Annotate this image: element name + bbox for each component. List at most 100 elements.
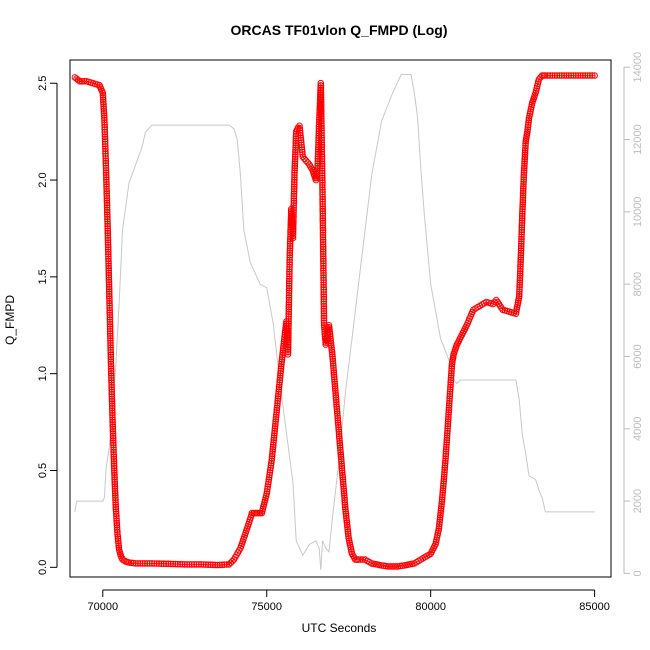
q-fmpd-point [320, 293, 328, 301]
q-fmpd-point [179, 561, 186, 568]
q-fmpd-point [109, 432, 117, 440]
q-fmpd-point [106, 314, 114, 321]
q-fmpd-point [319, 236, 327, 243]
q-fmpd-point [319, 243, 327, 251]
y2-tick-label: 0 [632, 570, 644, 576]
q-fmpd-point [344, 528, 352, 535]
q-fmpd-point [328, 348, 336, 356]
q-fmpd-point [572, 72, 580, 79]
q-fmpd-point [107, 339, 114, 347]
q-fmpd-point [275, 386, 283, 393]
q-fmpd-point [269, 448, 276, 455]
q-fmpd-point [319, 177, 326, 184]
q-fmpd-point [519, 208, 526, 215]
q-fmpd-point [584, 72, 591, 79]
q-fmpd-point [518, 233, 525, 241]
q-fmpd-point [100, 103, 107, 110]
x-tick-label: 70000 [87, 601, 118, 613]
q-fmpd-point [269, 446, 277, 453]
q-fmpd-point [521, 149, 529, 156]
q-fmpd-point [268, 455, 276, 462]
q-fmpd-point [544, 72, 552, 79]
q-fmpd-point [437, 509, 444, 517]
q-fmpd-point [103, 208, 111, 216]
q-fmpd-point [439, 491, 446, 499]
q-fmpd-point [341, 492, 348, 499]
q-fmpd-point [264, 481, 272, 488]
q-fmpd-point [290, 213, 297, 221]
q-fmpd-point [340, 480, 347, 488]
q-fmpd-point [320, 298, 328, 305]
q-fmpd-point [320, 312, 328, 320]
q-fmpd-point [317, 103, 325, 111]
q-fmpd-point [441, 468, 448, 476]
q-fmpd-point [74, 76, 82, 84]
q-fmpd-point [291, 153, 299, 160]
q-fmpd-point [285, 318, 292, 325]
q-fmpd-point [448, 363, 456, 370]
q-fmpd-point [518, 235, 525, 243]
q-fmpd-point [320, 274, 327, 282]
q-fmpd-point [542, 72, 549, 79]
q-fmpd-point [132, 560, 139, 567]
q-fmpd-point [105, 262, 112, 270]
q-fmpd-point [111, 480, 119, 488]
q-fmpd-point [320, 257, 327, 265]
q-fmpd-point [274, 397, 282, 405]
q-fmpd-point [106, 295, 113, 302]
q-fmpd-point [516, 270, 524, 277]
q-fmpd-point [535, 76, 543, 83]
q-fmpd-point [106, 321, 114, 328]
q-fmpd-point [518, 238, 525, 245]
q-fmpd-point [292, 144, 299, 151]
q-fmpd-point [519, 210, 526, 217]
q-fmpd-point [519, 189, 527, 197]
q-fmpd-point [339, 469, 346, 477]
q-fmpd-point [318, 129, 325, 137]
q-fmpd-point [285, 294, 293, 301]
q-fmpd-point [267, 462, 275, 469]
q-fmpd-point [290, 216, 297, 223]
q-fmpd-point [445, 402, 453, 409]
q-fmpd-point [318, 141, 326, 149]
y2-tick-label: 4000 [632, 417, 644, 441]
q-fmpd-point [296, 124, 304, 132]
q-fmpd-point [101, 114, 108, 122]
q-fmpd-point [104, 222, 111, 230]
q-fmpd-point [108, 400, 116, 407]
q-fmpd-point [99, 96, 107, 103]
q-fmpd-point [522, 144, 529, 152]
q-fmpd-point [110, 444, 117, 451]
q-fmpd-point [444, 420, 452, 428]
q-fmpd-point [102, 155, 109, 162]
q-fmpd-point [102, 143, 109, 150]
q-fmpd-point [517, 242, 525, 250]
q-fmpd-point [524, 128, 531, 135]
q-fmpd-point [291, 178, 298, 186]
q-fmpd-point [103, 204, 111, 211]
q-fmpd-point [276, 376, 284, 384]
q-fmpd-point [106, 290, 113, 298]
q-fmpd-point [318, 172, 326, 179]
q-fmpd-point [342, 510, 350, 518]
q-fmpd-point [106, 292, 113, 300]
q-fmpd-point [320, 317, 328, 324]
q-fmpd-point [522, 140, 529, 147]
q-fmpd-point [105, 278, 113, 286]
q-fmpd-point [317, 91, 325, 99]
chart-title: ORCAS TF01vlon Q_FMPD (Log) [231, 22, 448, 38]
q-fmpd-point [104, 211, 111, 218]
y-tick-label: 2.0 [37, 172, 49, 187]
q-fmpd-point [516, 290, 523, 298]
q-fmpd-point [285, 336, 292, 344]
q-fmpd-point [274, 395, 282, 402]
q-fmpd-point [169, 560, 177, 568]
q-fmpd-point [520, 178, 527, 186]
q-fmpd-point [106, 316, 114, 323]
q-fmpd-point [319, 250, 327, 258]
q-fmpd-point [127, 559, 135, 567]
q-fmpd-point [285, 332, 292, 339]
q-fmpd-point [290, 185, 298, 193]
q-fmpd-point [581, 72, 589, 79]
q-fmpd-point [102, 147, 109, 155]
